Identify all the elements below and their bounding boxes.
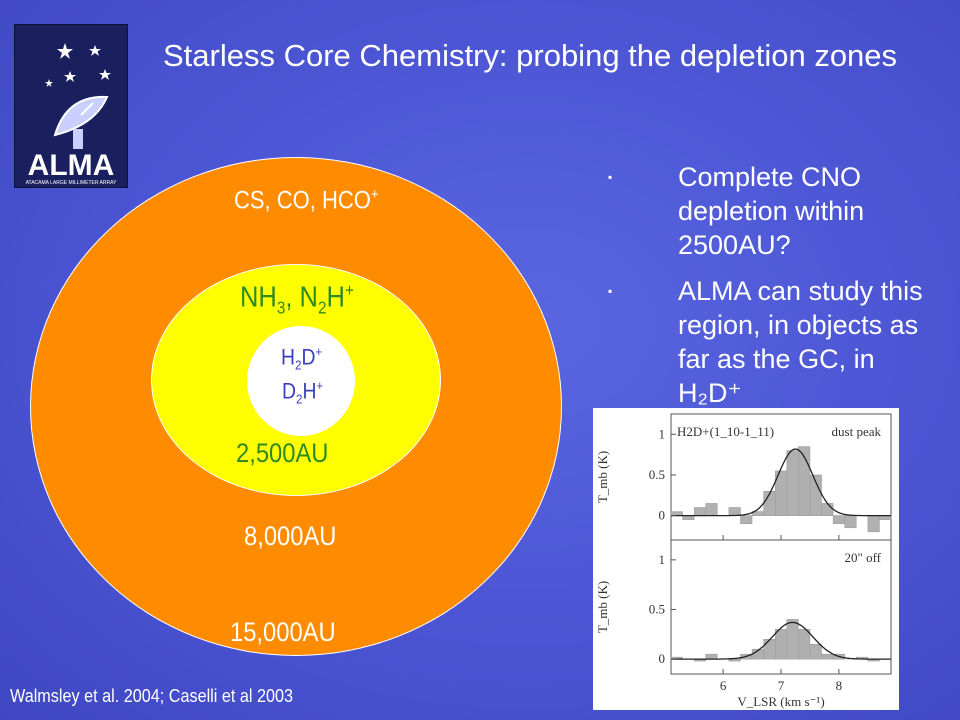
star-icon (64, 71, 76, 82)
inner-zone-label-2: D2H+ (282, 378, 324, 407)
bullet-list: ▪ Complete CNO depletion within 2500AU? … (608, 160, 938, 422)
y-axis-label: T_mb (K) (595, 581, 610, 633)
spectrum-bar (798, 629, 811, 660)
gaussian-fit-line (671, 621, 891, 660)
alma-logo-graphic: ALMA ATACAMA LARGE MILLIMETER ARRAY (26, 43, 118, 186)
alma-logo: ALMA ATACAMA LARGE MILLIMETER ARRAY (14, 24, 128, 188)
reference-citation: Walmsley et al. 2004; Caselli et al 2003 (10, 686, 294, 706)
star-icon (45, 79, 53, 87)
inner-zone-label-1: H2D+ (281, 344, 323, 373)
x-tick-label: 6 (720, 678, 727, 693)
inner-zone (247, 326, 355, 436)
y-tick-label: 1 (659, 426, 666, 441)
spectrum-bar (832, 515, 845, 524)
spectrum-bar (740, 515, 753, 524)
radius-label-inner: 2,500AU (236, 438, 329, 468)
radius-label-middle: 8,000AU (244, 521, 337, 551)
star-icon (57, 43, 73, 59)
radius-label-outer: 15,000AU (230, 617, 336, 647)
x-axis-label: V_LSR (km s⁻¹) (737, 694, 824, 709)
star-icon (89, 45, 101, 56)
x-tick-label: 7 (778, 678, 785, 693)
spectrum-bar (844, 515, 857, 529)
y-tick-label: 0 (659, 651, 666, 666)
middle-zone-label: NH3, N2H+ (240, 280, 354, 318)
bullet-item: ▪ Complete CNO depletion within 2500AU? (608, 160, 938, 262)
star-icon (99, 69, 111, 80)
spectrum-bar (728, 507, 741, 516)
y-tick-label: 1 (659, 552, 666, 567)
spectrum-bar (728, 658, 741, 662)
spectrum-bar (809, 643, 822, 660)
panel-annotation: 20" off (845, 550, 882, 565)
logo-tagline: ATACAMA LARGE MILLIMETER ARRAY (26, 180, 118, 186)
spectrum-bar (786, 450, 799, 516)
spectrum-bar (763, 639, 776, 660)
bullet-marker: ▪ (608, 170, 613, 184)
spectrum-bar (705, 653, 718, 660)
spectrum-bar (867, 515, 880, 533)
bullet-marker: ▪ (608, 284, 613, 298)
outer-zone-label: CS, CO, HCO+ (234, 186, 379, 215)
spectrum-bar (693, 507, 706, 516)
bullet-item: ▪ ALMA can study this region, in objects… (608, 274, 938, 410)
spectrum-bar (774, 629, 788, 660)
x-tick-label: 8 (836, 678, 843, 693)
bullet-text: ALMA can study this region, in objects a… (678, 276, 923, 408)
spectrum-bar (821, 503, 834, 516)
y-tick-label: 0 (659, 508, 666, 523)
spectrum-bar (705, 503, 718, 516)
slide-title: Starless Core Chemistry: probing the dep… (163, 38, 898, 73)
bullet-text: Complete CNO depletion within 2500AU? (678, 162, 865, 260)
spectra-chart: 0 0.5 1 T_mb (K) dust peak H2D+(1_10-1_11) 0 0.… (595, 413, 892, 709)
panel-annotation: dust peak (832, 424, 882, 439)
y-axis-label: T_mb (K) (595, 451, 610, 503)
y-tick-label: 0.5 (649, 601, 665, 616)
logo-wordmark: ALMA (28, 149, 115, 182)
spectra-figure: 0 0.5 1 T_mb (K) dust peak H2D+(1_10-1_11) 0 0.… (593, 408, 899, 710)
line-label: H2D+(1_10-1_11) (677, 424, 774, 439)
y-tick-label: 0.5 (649, 467, 665, 482)
spectrum-bar (786, 619, 799, 660)
gaussian-fit-line (671, 448, 891, 517)
spectrum-bar (821, 653, 834, 660)
